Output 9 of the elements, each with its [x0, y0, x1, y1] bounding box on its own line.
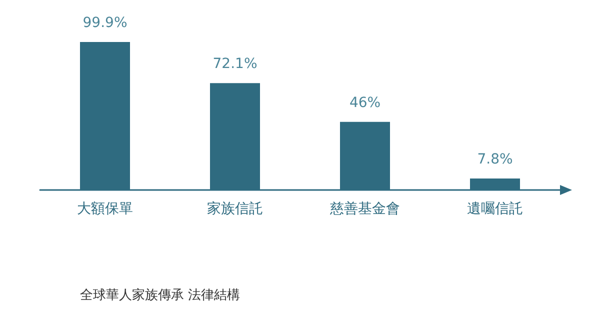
x-tick-label: 慈善基金會: [329, 200, 400, 217]
text: 全球華人家族傳承 法律結構: [80, 287, 240, 303]
data-label: 7.8%: [477, 151, 513, 168]
x-tick-label: 大額保單: [77, 201, 133, 217]
data-label: 72.1%: [212, 56, 258, 72]
data-label: 46%: [349, 94, 381, 111]
data-label: 99.9%: [82, 15, 128, 31]
x-tick-label: 遺囑信託: [467, 201, 523, 217]
x-tick-label: 家族信託: [207, 201, 263, 217]
